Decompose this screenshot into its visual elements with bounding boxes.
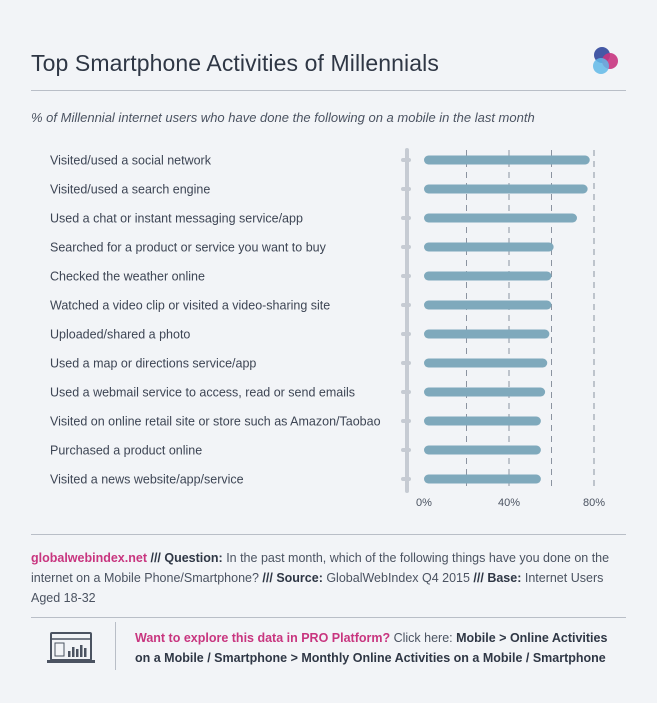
bar xyxy=(424,184,588,194)
title-divider xyxy=(31,90,626,91)
bar xyxy=(424,474,541,484)
source-label: Source: xyxy=(276,571,323,585)
bar-chart-svg: Visited/used a social network Visited/use… xyxy=(50,148,605,509)
cta-question-link[interactable]: Want to explore this data in PRO Platfor… xyxy=(135,631,391,645)
source-separator-3: /// xyxy=(469,571,488,585)
category-label: Used a map or directions service/app xyxy=(50,357,256,371)
bar xyxy=(424,271,552,281)
cta-divider xyxy=(31,617,626,618)
x-tick-label: 0% xyxy=(416,497,432,509)
category-label: Searched for a product or service you wa… xyxy=(50,241,327,255)
category-label: Visited a news website/app/service xyxy=(50,473,244,487)
bar xyxy=(424,416,541,426)
dashboard-chart-icon xyxy=(47,632,95,663)
bar xyxy=(424,300,552,310)
category-label: Uploaded/shared a photo xyxy=(50,328,190,342)
base-label: Base: xyxy=(487,571,522,585)
source-separator-2: /// xyxy=(258,571,277,585)
category-label: Visited/used a social network xyxy=(50,154,212,168)
cta-text: Want to explore this data in PRO Platfor… xyxy=(135,628,625,668)
cta-separator xyxy=(115,622,116,670)
cta-click-here: Click here: xyxy=(390,631,457,645)
bar xyxy=(424,445,541,455)
category-label: Used a chat or instant messaging service… xyxy=(50,212,303,226)
category-label: Visited/used a search engine xyxy=(50,183,210,197)
category-label: Watched a video clip or visited a video-… xyxy=(50,299,330,313)
chart-footer-divider xyxy=(31,534,626,535)
x-tick-label: 40% xyxy=(498,497,520,509)
source-brand-link[interactable]: globalwebindex.net xyxy=(31,551,147,565)
category-label: Checked the weather online xyxy=(50,270,205,284)
source-separator: /// xyxy=(147,551,165,565)
source-text: GlobalWebIndex Q4 2015 xyxy=(322,571,470,585)
base-text: Internet Users Aged 18-32 xyxy=(31,571,604,605)
bar xyxy=(424,155,590,165)
chart-subtitle: % of Millennial internet users who have … xyxy=(31,110,535,125)
question-label: Question: xyxy=(164,551,223,565)
bar xyxy=(424,358,548,368)
category-label: Used a webmail service to access, read o… xyxy=(50,386,355,400)
globalwebindex-logo-icon xyxy=(593,47,618,74)
bar xyxy=(424,213,577,223)
question-text: In the past month, which of the followin… xyxy=(31,551,610,585)
cta-path-link[interactable]: Mobile > Online Activities on a Mobile /… xyxy=(135,631,608,665)
category-label: Purchased a product online xyxy=(50,444,202,458)
bar xyxy=(424,387,546,397)
x-tick-label: 80% xyxy=(583,497,605,509)
bar xyxy=(424,242,554,252)
bar-chart: Visited/used a social network Visited/use… xyxy=(50,148,605,509)
category-label: Visited on online retail site or store s… xyxy=(50,415,381,429)
source-note: globalwebindex.net /// Question: In the … xyxy=(31,548,627,608)
page-title: Top Smartphone Activities of Millennials xyxy=(31,50,439,76)
bar xyxy=(424,329,550,339)
